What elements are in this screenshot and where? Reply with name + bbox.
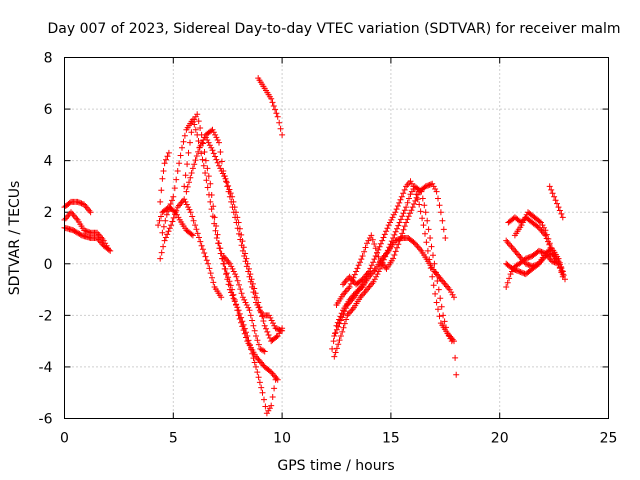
x-tick-label: 0 <box>60 431 69 447</box>
data-track <box>220 253 268 355</box>
y-tick-label: -4 <box>39 360 53 376</box>
data-track <box>157 149 172 205</box>
plus-markers <box>333 180 449 308</box>
chart-title: Day 007 of 2023, Sidereal Day-to-day VTE… <box>48 21 621 37</box>
plus-markers <box>202 134 286 345</box>
y-axis-label: SDTVAR / TECUs <box>7 181 23 296</box>
y-tick-labels: -6 -4 -2 0 2 4 6 8 <box>39 51 53 428</box>
y-tick-label: 6 <box>44 102 53 118</box>
plus-markers <box>181 111 281 383</box>
data-track <box>505 214 566 280</box>
plus-markers <box>61 224 114 254</box>
data-track <box>340 268 373 288</box>
plus-markers <box>340 268 373 288</box>
data-track <box>61 198 94 216</box>
plus-markers <box>511 209 553 247</box>
x-tick-labels: 0 5 10 15 20 25 <box>60 431 617 447</box>
x-tick-label: 25 <box>600 431 618 447</box>
y-tick-label: 2 <box>44 205 53 221</box>
data-track <box>331 178 455 345</box>
x-tick-label: 10 <box>273 431 291 447</box>
axis-ticks <box>64 57 609 419</box>
x-tick-label: 20 <box>491 431 509 447</box>
plot-frame <box>64 57 609 419</box>
data-track <box>333 180 449 308</box>
plus-markers <box>157 196 225 301</box>
data-points <box>61 75 568 417</box>
y-tick-label: -6 <box>39 412 53 428</box>
plus-markers <box>255 75 286 138</box>
data-track <box>546 183 566 221</box>
data-track <box>202 134 286 345</box>
data-track <box>181 111 281 383</box>
plus-markers <box>61 198 94 216</box>
plus-markers <box>505 214 566 280</box>
y-tick-label: -2 <box>39 308 53 324</box>
data-track <box>61 224 114 254</box>
data-track <box>255 75 286 138</box>
plus-markers <box>331 178 455 345</box>
y-tick-label: 8 <box>44 51 53 67</box>
y-tick-label: 0 <box>44 257 53 273</box>
data-track <box>511 209 553 247</box>
grid <box>64 57 609 419</box>
x-tick-label: 5 <box>169 431 178 447</box>
x-axis-label: GPS time / hours <box>277 458 394 474</box>
x-tick-label: 15 <box>382 431 400 447</box>
plus-markers <box>546 183 566 221</box>
data-track <box>157 196 225 301</box>
plus-markers <box>157 149 172 205</box>
y-tick-label: 4 <box>44 154 53 170</box>
plus-markers <box>220 253 268 355</box>
